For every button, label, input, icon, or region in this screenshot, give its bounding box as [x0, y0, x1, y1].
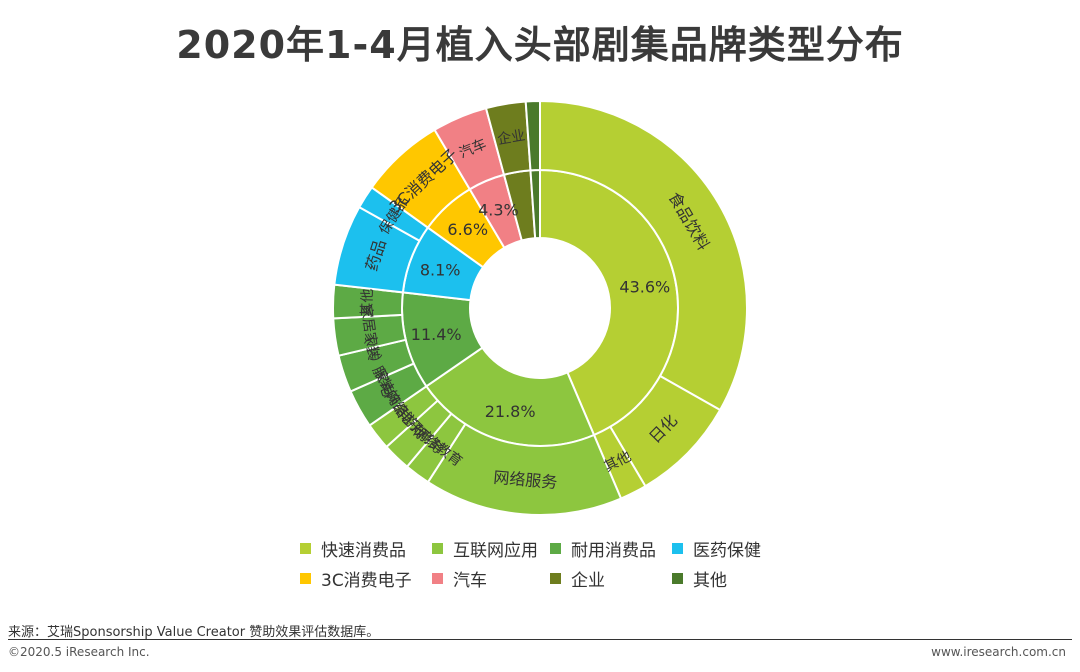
legend-label: 快速消费品: [321, 541, 406, 561]
legend-swatch: [550, 573, 561, 584]
chart-title: 2020年1-4月植入头部剧集品牌类型分布: [176, 23, 904, 67]
legend-label: 其他: [693, 571, 727, 591]
legend-label: 互联网应用: [453, 541, 538, 561]
legend-item-other: 其他: [672, 566, 727, 591]
legend-label: 企业: [571, 571, 605, 591]
legend-item-health: 医药保健: [672, 536, 761, 561]
outer-ring: [332, 99, 748, 516]
inner-ring-labels: 43.6% 21.8% 11.4% 8.1% 6.6%4.3%: [411, 200, 670, 420]
inner-slice-label-4: 6.6%: [447, 220, 488, 239]
legend-label: 医药保健: [693, 541, 761, 561]
legend-swatch: [432, 573, 443, 584]
website-link[interactable]: www.iresearch.com.cn: [931, 645, 1066, 659]
legend-swatch: [672, 573, 683, 584]
legend-label: 耐用消费品: [571, 541, 656, 561]
inner-slice-label-0: 43.6%: [619, 278, 670, 297]
legend-item-electronics: 3C消费电子: [300, 566, 412, 591]
legend-item-auto: 汽车: [432, 566, 487, 591]
legend-item-food: 快速消费品: [300, 536, 406, 561]
outer-slice-label-10: 其他: [359, 288, 376, 316]
inner-slice-label-5: 4.3%: [478, 200, 519, 219]
legend-label: 3C消费电子: [321, 571, 412, 591]
source-note: 来源：艾瑞Sponsorship Value Creator 赞助效果评估数据库…: [8, 625, 380, 640]
outer-slice-label-15: 企业: [496, 127, 526, 148]
legend-swatch: [672, 543, 683, 554]
legend-label: 汽车: [453, 571, 487, 591]
legend-swatch: [300, 573, 311, 584]
outer-slice-16: [524, 99, 541, 172]
outer-slice-0: [539, 99, 748, 412]
sunburst-chart: 43.6%21.8%11.4%8.1%6.6%4.3% 食品饮料日化其他网络服务…: [332, 99, 748, 516]
legend-item-enterprise: 企业: [550, 566, 605, 591]
inner-slice-label-1: 21.8%: [485, 402, 536, 421]
footer-divider: [8, 639, 1072, 640]
inner-ring: [401, 168, 679, 447]
legend-item-durable: 耐用消费品: [550, 536, 656, 561]
legend-swatch: [432, 543, 443, 554]
legend-item-internet: 互联网应用: [432, 536, 538, 561]
inner-slice-label-2: 11.4%: [411, 325, 462, 344]
copyright-text: ©2020.5 iResearch Inc.: [8, 645, 150, 659]
inner-slice-label-3: 8.1%: [420, 261, 461, 280]
legend-swatch: [550, 543, 561, 554]
legend-swatch: [300, 543, 311, 554]
